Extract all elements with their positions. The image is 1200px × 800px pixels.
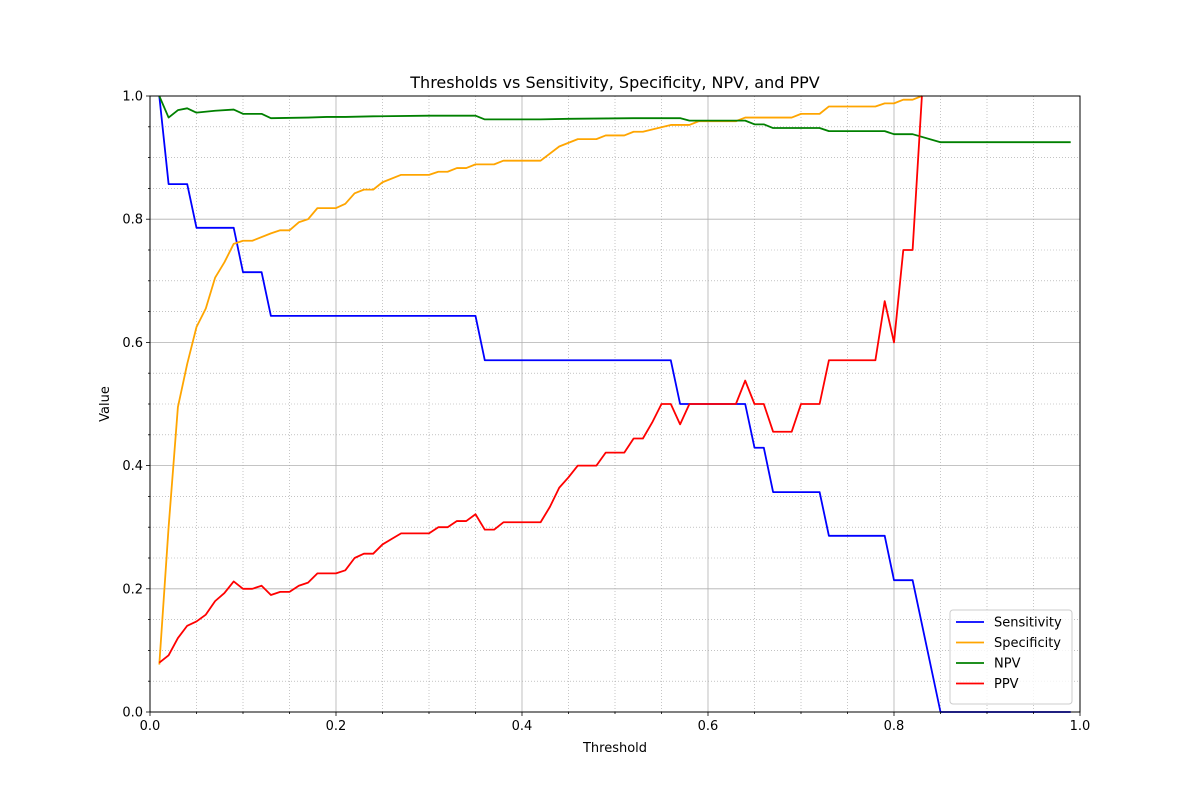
series-line-specificity [158, 95, 923, 665]
x-tick-label: 0.6 [698, 719, 719, 734]
x-tick-label: 0.4 [512, 719, 533, 734]
x-tick-label: 0.8 [884, 719, 905, 734]
y-tick-label: 0.8 [122, 213, 143, 228]
y-tick-label: 0.0 [122, 706, 143, 721]
y-tick-label: 0.6 [122, 336, 143, 351]
legend-box [949, 609, 1073, 705]
x-axis-label: Threshold [582, 741, 647, 756]
series-line-sensitivity [158, 95, 1071, 713]
x-axis-ticks: 0.0 0.2 0.4 0.6 0.8 1.0 [140, 712, 1091, 734]
series-line-ppv [158, 95, 923, 664]
chart-title: Thresholds vs Sensitivity, Specificity, … [409, 73, 819, 92]
minor-grid [150, 96, 1080, 712]
x-tick-label: 1.0 [1070, 719, 1091, 734]
legend-label: NPV [994, 657, 1021, 672]
x-tick-label: 0.0 [140, 719, 161, 734]
y-axis-label: Value [98, 386, 113, 422]
major-grid [150, 96, 1080, 712]
x-tick-label: 0.2 [326, 719, 347, 734]
legend: Sensitivity Specificity NPV PPV [949, 609, 1073, 705]
legend-label: Sensitivity [994, 616, 1062, 631]
y-tick-label: 1.0 [122, 90, 143, 105]
y-tick-label: 0.2 [122, 582, 143, 597]
series-line-npv [158, 95, 1071, 144]
series-layer [158, 95, 1071, 713]
legend-label: PPV [994, 677, 1019, 692]
y-axis-ticks: 0.0 0.2 0.4 0.6 0.8 1.0 [122, 90, 150, 721]
y-tick-label: 0.4 [122, 459, 143, 474]
legend-label: Specificity [994, 636, 1061, 651]
